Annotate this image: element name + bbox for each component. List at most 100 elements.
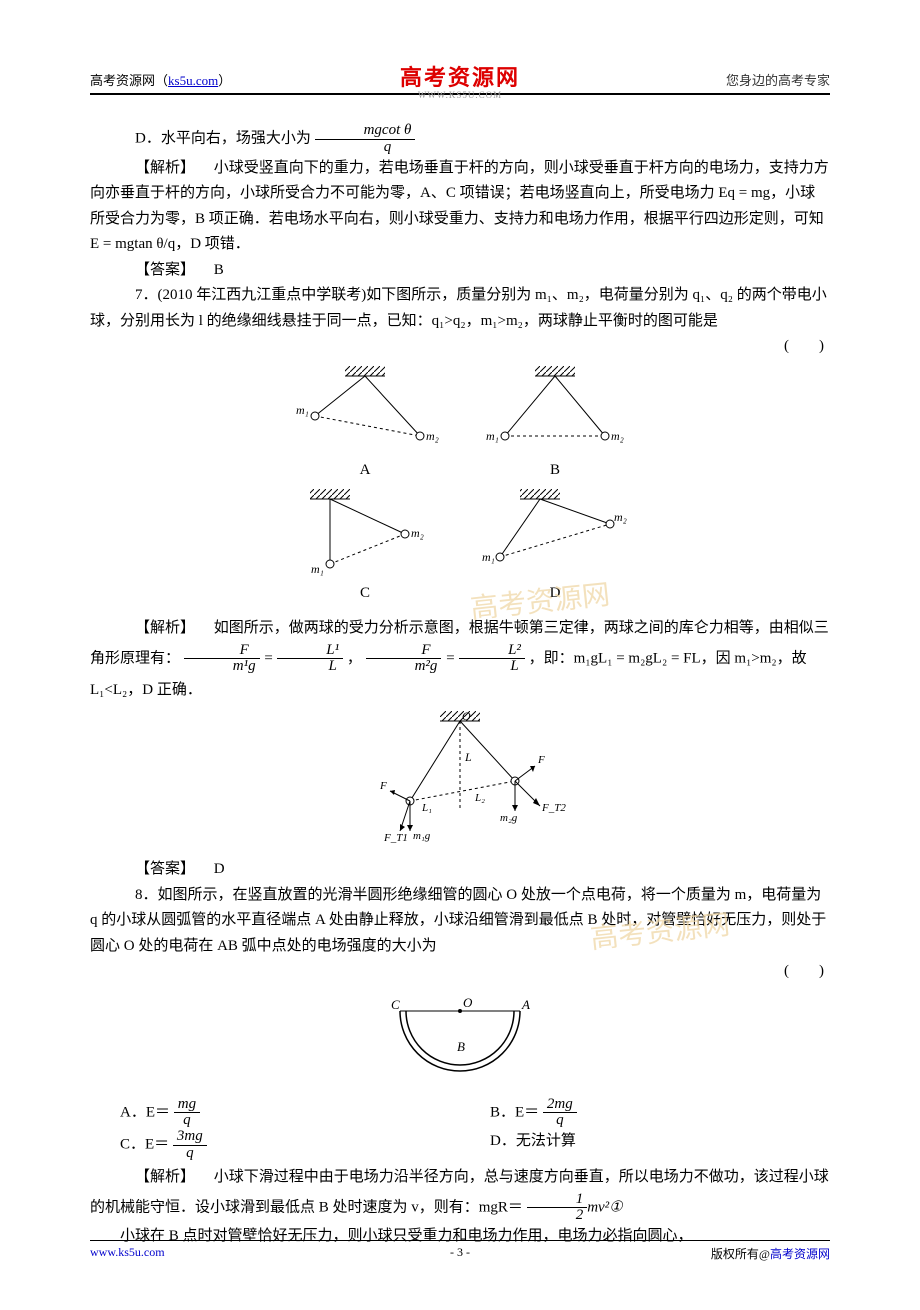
svg-text:L: L	[464, 750, 472, 764]
svg-text:A: A	[521, 997, 530, 1012]
force-diagram-svg: O L F m₁g F_T1 L₁ F	[350, 711, 570, 851]
fig-b-label: B	[480, 458, 630, 484]
svg-text:F_T2: F_T2	[541, 802, 566, 814]
frac-num: L²	[459, 643, 525, 660]
diagram-c-svg: m₁ m₂	[290, 489, 440, 579]
svg-text:L₁: L₁	[421, 802, 432, 814]
q8-stem: 8．如图所示，在竖直放置的光滑半圆形绝缘细管的圆心 O 处放一个点电荷，将一个质…	[90, 883, 830, 960]
diagram-d-svg: m₁ m₂	[480, 489, 630, 579]
q7-fig-c: m₁ m₂ C	[290, 489, 440, 607]
q7-frac-1a: Fm¹g	[184, 643, 260, 676]
frac-num: 3mg	[173, 1129, 207, 1146]
svg-text:m₁: m₁	[486, 429, 499, 443]
eq: =	[263, 650, 277, 666]
q7-source: (2010 年江西九江重点中学联考)	[158, 287, 367, 303]
body-content: D．水平向右，场强大小为 mgcot θ q 【解析】 小球受竖直向下的重力，若…	[90, 123, 830, 1250]
svg-text:m₂g: m₂g	[500, 812, 518, 824]
q8-number: 8．	[135, 887, 158, 903]
frac-den: 2	[527, 1208, 588, 1224]
q6-explain-text: 小球受竖直向下的重力，若电场垂直于杆的方向，则小球受垂直于杆方向的电场力，支持力…	[90, 160, 829, 253]
frac-den: q	[174, 1113, 200, 1129]
q8-c-frac: 3mgq	[173, 1129, 207, 1162]
frac-num: F	[184, 643, 260, 660]
frac-num: 1	[527, 1192, 588, 1209]
q6-option-d-text: D．水平向右，场强大小为	[135, 131, 311, 147]
answer-label: 【答案】	[135, 262, 195, 278]
frac-den: m¹g	[184, 659, 260, 675]
svg-text:O: O	[462, 711, 471, 723]
frac-den: L	[459, 659, 525, 675]
q8-b-frac: 2mgq	[543, 1097, 577, 1130]
q8-explain-frac: 12	[527, 1192, 588, 1225]
eq: =	[445, 650, 459, 666]
frac-den: q	[315, 140, 416, 156]
q8-explain-1: 小球下滑过程中由于电场力沿半径方向，总与速度方向垂直，所以电场力不做功，该过程小…	[90, 1169, 829, 1216]
fig-a-label: A	[290, 458, 440, 484]
q8-d-prefix: D．无法计算	[490, 1133, 576, 1149]
q7-answer: 【答案】 D	[90, 857, 830, 883]
explain-label: 【解析】	[135, 160, 195, 176]
q7-explain: 【解析】 如图所示，做两球的受力分析示意图，根据牛顿第三定律，两球之间的库仑力相…	[90, 613, 830, 706]
svg-text:B: B	[457, 1039, 465, 1054]
q8-c-prefix: C．E＝	[120, 1137, 169, 1153]
q8-options: A．E＝ mgq B．E＝ 2mgq C．E＝ 3mgq D．无法计算	[90, 1097, 830, 1162]
q7-fig-b: m₁ m₂ B	[480, 366, 630, 484]
svg-text:m₂: m₂	[614, 510, 627, 524]
fig-c-label: C	[290, 581, 440, 607]
svg-text:O: O	[463, 995, 473, 1010]
q8-stem-text: 如图所示，在竖直放置的光滑半圆形绝缘细管的圆心 O 处放一个点电荷，将一个质量为…	[90, 887, 826, 954]
q8-option-b: B．E＝ 2mgq	[460, 1097, 830, 1130]
header-url[interactable]: ks5u.com	[168, 73, 218, 88]
q7-frac-2a: Fm²g	[366, 643, 442, 676]
q7-force-diagram: O L F m₁g F_T1 L₁ F	[90, 711, 830, 851]
q8-explain: 【解析】 小球下滑过程中由于电场力沿半径方向，总与速度方向垂直，所以电场力不做功…	[90, 1162, 830, 1225]
header-left-text: 高考资源网（	[90, 73, 168, 88]
svg-text:L₂: L₂	[474, 792, 485, 804]
explain-label: 【解析】	[135, 1169, 195, 1185]
page: 高考资源网（ks5u.com） 您身边的高考专家 高考资源网 WWW.KS5U.…	[0, 0, 920, 1310]
frac-num: F	[366, 643, 442, 660]
frac-den: q	[173, 1146, 207, 1162]
frac-num: L¹	[277, 643, 343, 660]
svg-text:m₁: m₁	[311, 562, 324, 576]
q8-a-frac: mgq	[174, 1097, 200, 1130]
q6-option-d: D．水平向右，场强大小为 mgcot θ q	[90, 123, 830, 156]
q7-fig-d: m₁ m₂ D	[480, 489, 630, 607]
q7-answer-value: D	[214, 861, 225, 877]
q7-fig-a: m₁ m₂ A	[290, 366, 440, 484]
comma: ，	[347, 650, 362, 666]
svg-text:m₂: m₂	[426, 429, 439, 443]
diagram-a-svg: m₁ m₂	[290, 366, 440, 456]
semicircle-svg: C A O B	[375, 991, 545, 1091]
frac-den: L	[277, 659, 343, 675]
page-footer: www.ks5u.com - 3 - 版权所有@高考资源网	[90, 1240, 830, 1262]
q8-option-a: A．E＝ mgq	[90, 1097, 460, 1130]
header-right: 您身边的高考专家	[726, 70, 830, 89]
svg-text:m₁: m₁	[296, 403, 309, 417]
q8-a-prefix: A．E＝	[120, 1104, 170, 1120]
q7-frac-2b: L²L	[459, 643, 525, 676]
q8-option-d: D．无法计算	[460, 1129, 830, 1162]
header-left-tail: ）	[218, 73, 231, 88]
svg-text:m₁g: m₁g	[413, 830, 431, 842]
q8-diagram: C A O B	[90, 991, 830, 1091]
footer-center: - 3 -	[90, 1245, 830, 1260]
q6-explain: 【解析】 小球受竖直向下的重力，若电场垂直于杆的方向，则小球受垂直于杆方向的电场…	[90, 156, 830, 258]
q7-figs-row2: m₁ m₂ C m₁ m₂ D	[90, 489, 830, 607]
answer-label: 【答案】	[135, 861, 195, 877]
svg-text:m₂: m₂	[611, 429, 624, 443]
q6-option-d-frac: mgcot θ q	[315, 123, 416, 156]
q7-figs-row1: m₁ m₂ A m₁ m₂ B	[90, 366, 830, 484]
svg-text:F_T1: F_T1	[383, 832, 408, 844]
frac-num: mg	[174, 1097, 200, 1114]
svg-text:m₁: m₁	[482, 550, 495, 564]
q7-number: 7．	[135, 287, 158, 303]
q6-answer-value: B	[214, 262, 224, 278]
frac-den: m²g	[366, 659, 442, 675]
svg-text:F: F	[379, 780, 387, 792]
q8-option-c: C．E＝ 3mgq	[90, 1129, 460, 1162]
q6-answer: 【答案】 B	[90, 258, 830, 284]
q7-paren: ( )	[90, 334, 830, 360]
svg-text:m₂: m₂	[411, 526, 424, 540]
q8-b-prefix: B．E＝	[490, 1104, 539, 1120]
